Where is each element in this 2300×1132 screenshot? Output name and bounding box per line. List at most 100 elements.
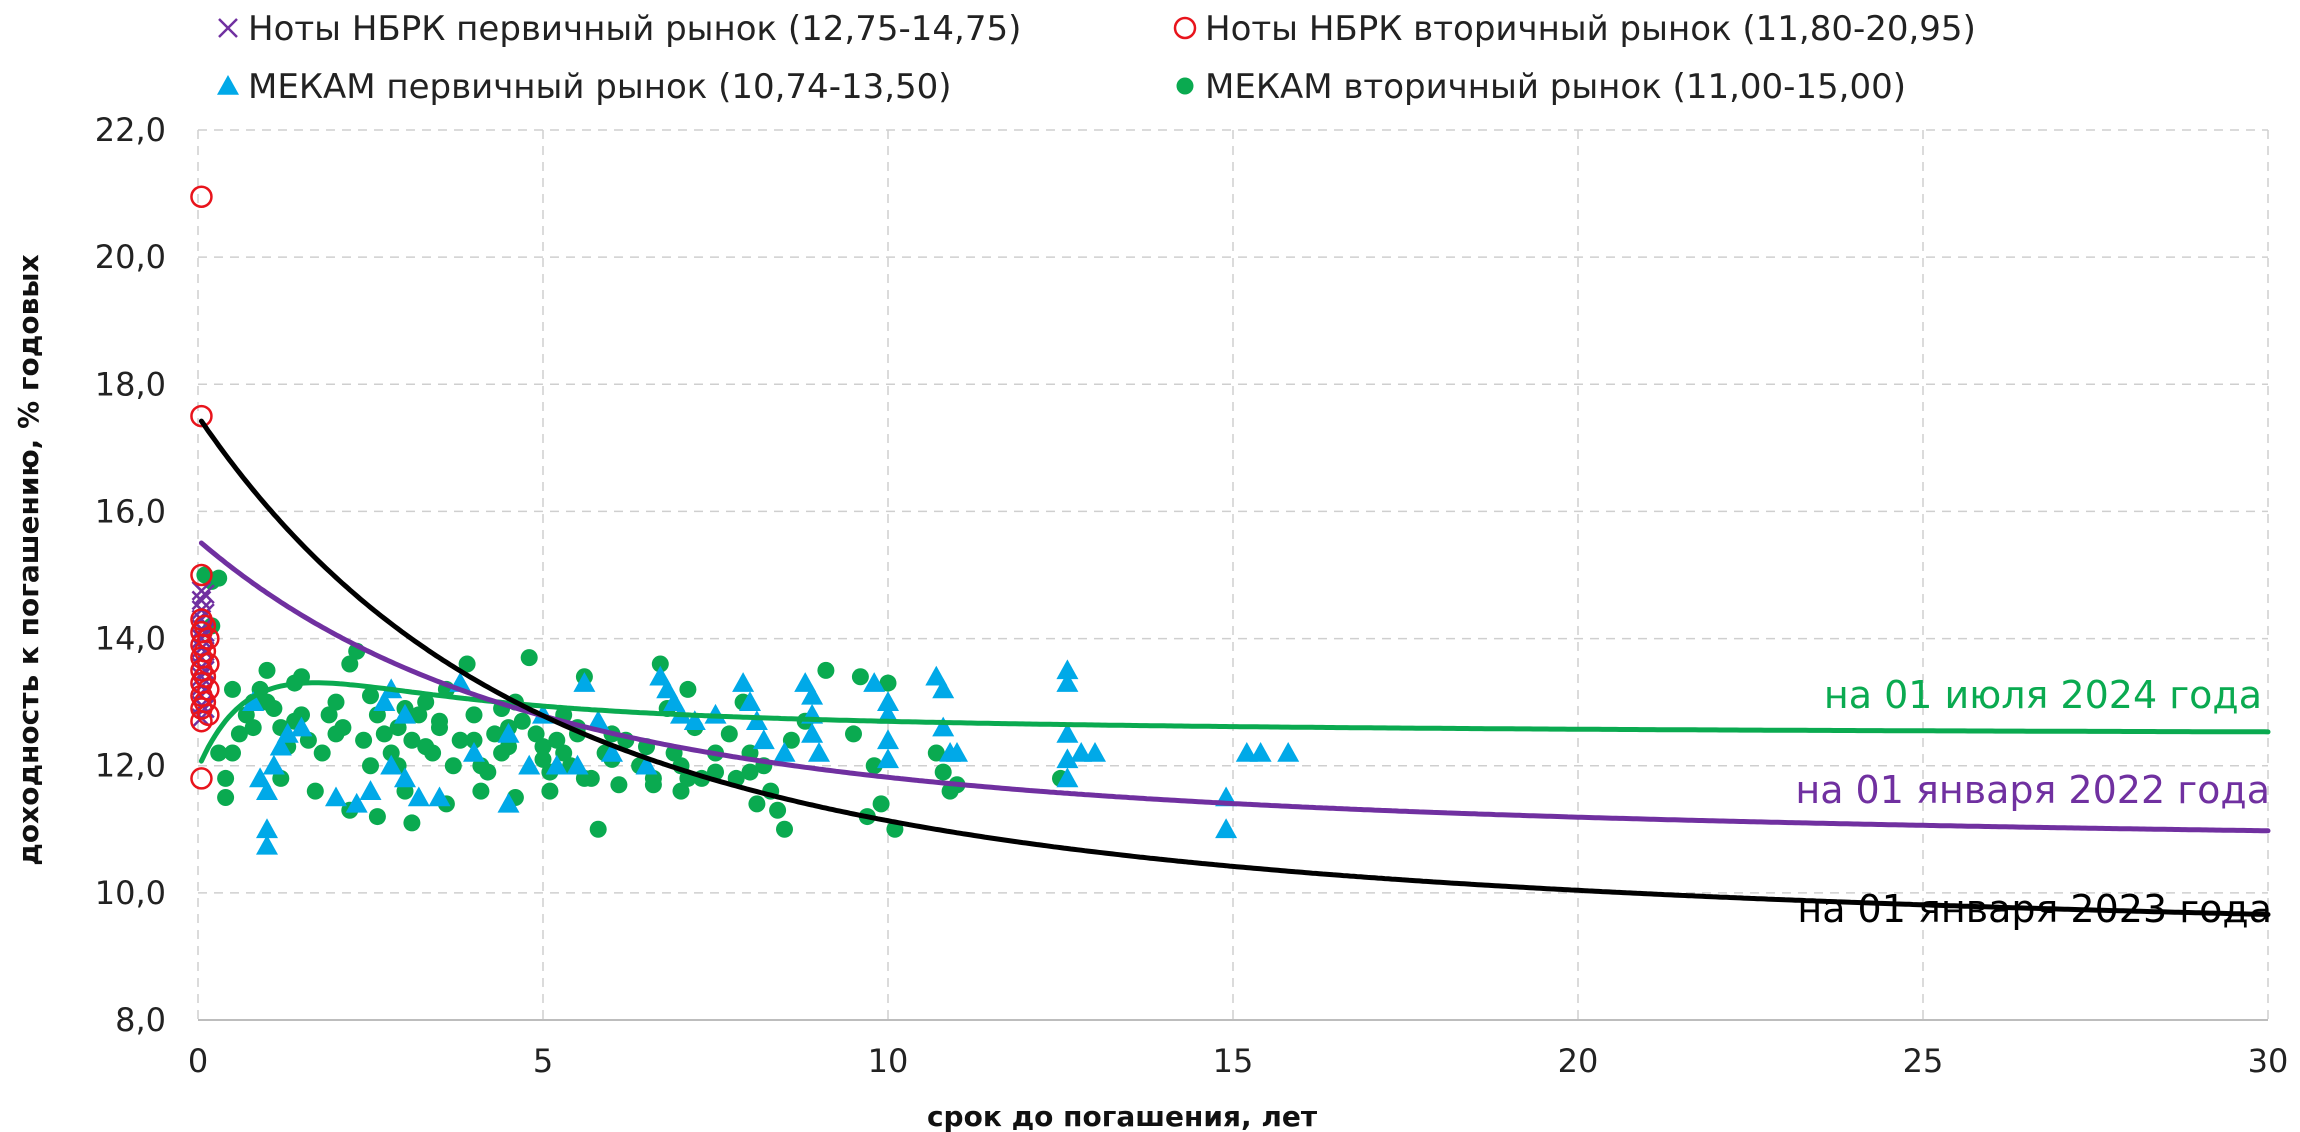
data-point xyxy=(527,725,545,743)
legend-item: Ноты НБРК вторичный рынок (11,80-20,95) xyxy=(1173,9,1976,49)
data-point xyxy=(380,754,403,775)
data-point xyxy=(465,731,483,749)
data-point xyxy=(1084,742,1106,762)
y-tick-label: 14,0 xyxy=(95,620,166,658)
data-point xyxy=(534,738,552,756)
data-point xyxy=(1277,742,1300,762)
y-axis-title: доходность к погашению, % годовых xyxy=(12,254,45,865)
data-point xyxy=(610,776,628,794)
data-point xyxy=(197,627,220,650)
data-point xyxy=(663,691,686,711)
data-point xyxy=(224,744,241,762)
data-point xyxy=(258,661,276,679)
data-point xyxy=(444,757,462,775)
data-point xyxy=(601,742,623,762)
data-point xyxy=(417,738,435,756)
data-point xyxy=(817,661,835,679)
x-tick-label: 10 xyxy=(868,1042,909,1080)
data-point xyxy=(932,678,955,699)
data-point xyxy=(773,742,796,762)
data-point xyxy=(190,185,213,208)
curve-line xyxy=(198,680,2271,764)
curve-label: на 01 января 2023 года xyxy=(1797,887,2272,931)
data-point xyxy=(362,757,379,775)
data-point xyxy=(872,795,890,813)
series-open-circle xyxy=(190,185,220,790)
series-dot xyxy=(196,566,1069,838)
data-point xyxy=(407,786,430,807)
data-point xyxy=(345,792,368,813)
data-point xyxy=(720,725,738,743)
data-point xyxy=(794,672,817,692)
data-point xyxy=(463,742,485,762)
data-point xyxy=(879,674,897,692)
data-point xyxy=(359,780,382,800)
y-tick-label: 18,0 xyxy=(95,365,166,403)
data-point xyxy=(373,691,396,711)
data-point xyxy=(403,814,421,832)
data-point xyxy=(193,640,217,663)
data-point xyxy=(587,710,610,731)
legend-item: Ноты НБРК первичный рынок (12,75-14,75) xyxy=(218,9,1021,49)
data-point xyxy=(748,795,766,813)
data-point xyxy=(651,655,669,673)
data-point xyxy=(313,744,331,762)
data-point xyxy=(555,744,573,762)
data-point xyxy=(472,782,490,800)
data-point xyxy=(534,750,552,768)
data-point xyxy=(1235,742,1258,762)
y-tick-label: 10,0 xyxy=(95,874,166,912)
y-tick-label: 22,0 xyxy=(95,111,166,149)
legend-label: МЕКАМ первичный рынок (10,74-13,50) xyxy=(248,67,952,107)
data-point xyxy=(927,744,945,762)
data-point xyxy=(566,754,589,775)
x-tick-label: 0 xyxy=(188,1042,208,1080)
y-tick-label: 8,0 xyxy=(115,1001,166,1039)
data-point xyxy=(224,680,241,698)
data-point xyxy=(276,722,299,743)
y-tick-labels: 8,0 10,0 12,0 14,0 16,0 18,0 20,0 22,0 xyxy=(95,111,166,1039)
data-point xyxy=(249,767,272,788)
data-point xyxy=(210,744,228,762)
data-point xyxy=(649,665,672,686)
x-tick-label: 5 xyxy=(533,1042,553,1080)
data-point xyxy=(394,767,416,788)
data-point xyxy=(932,716,955,737)
data-point xyxy=(327,693,345,711)
legend-marker xyxy=(217,75,239,95)
legend-label: Ноты НБРК первичный рынок (12,75-14,75) xyxy=(248,9,1021,49)
x-axis-title: срок до погашения, лет xyxy=(927,1100,1318,1132)
data-point xyxy=(193,665,217,688)
data-point xyxy=(368,808,386,826)
data-point xyxy=(193,690,217,714)
data-point xyxy=(845,725,862,743)
data-point xyxy=(672,782,690,800)
legend-marker xyxy=(1176,77,1194,95)
data-point xyxy=(589,820,607,838)
data-point xyxy=(851,668,869,686)
data-points xyxy=(190,185,1300,855)
data-point xyxy=(946,742,968,762)
data-point xyxy=(217,789,235,806)
data-point xyxy=(451,731,469,749)
data-point xyxy=(382,744,400,762)
data-point xyxy=(210,569,228,587)
data-point xyxy=(782,731,800,749)
data-point xyxy=(1070,742,1093,762)
data-point xyxy=(362,687,379,705)
legend-item: МЕКАМ вторичный рынок (11,00-15,00) xyxy=(1176,67,1906,107)
data-point xyxy=(341,655,359,673)
data-point xyxy=(877,729,899,750)
data-point xyxy=(197,703,220,727)
data-point xyxy=(548,731,566,749)
x-tick-label: 20 xyxy=(1558,1042,1599,1080)
data-point xyxy=(262,754,285,775)
data-point xyxy=(417,693,435,711)
data-point xyxy=(197,652,220,676)
data-point xyxy=(479,763,497,781)
data-point xyxy=(1056,767,1079,788)
data-point xyxy=(683,710,706,731)
data-point xyxy=(465,706,483,724)
data-point xyxy=(190,404,213,428)
data-point xyxy=(877,748,899,769)
